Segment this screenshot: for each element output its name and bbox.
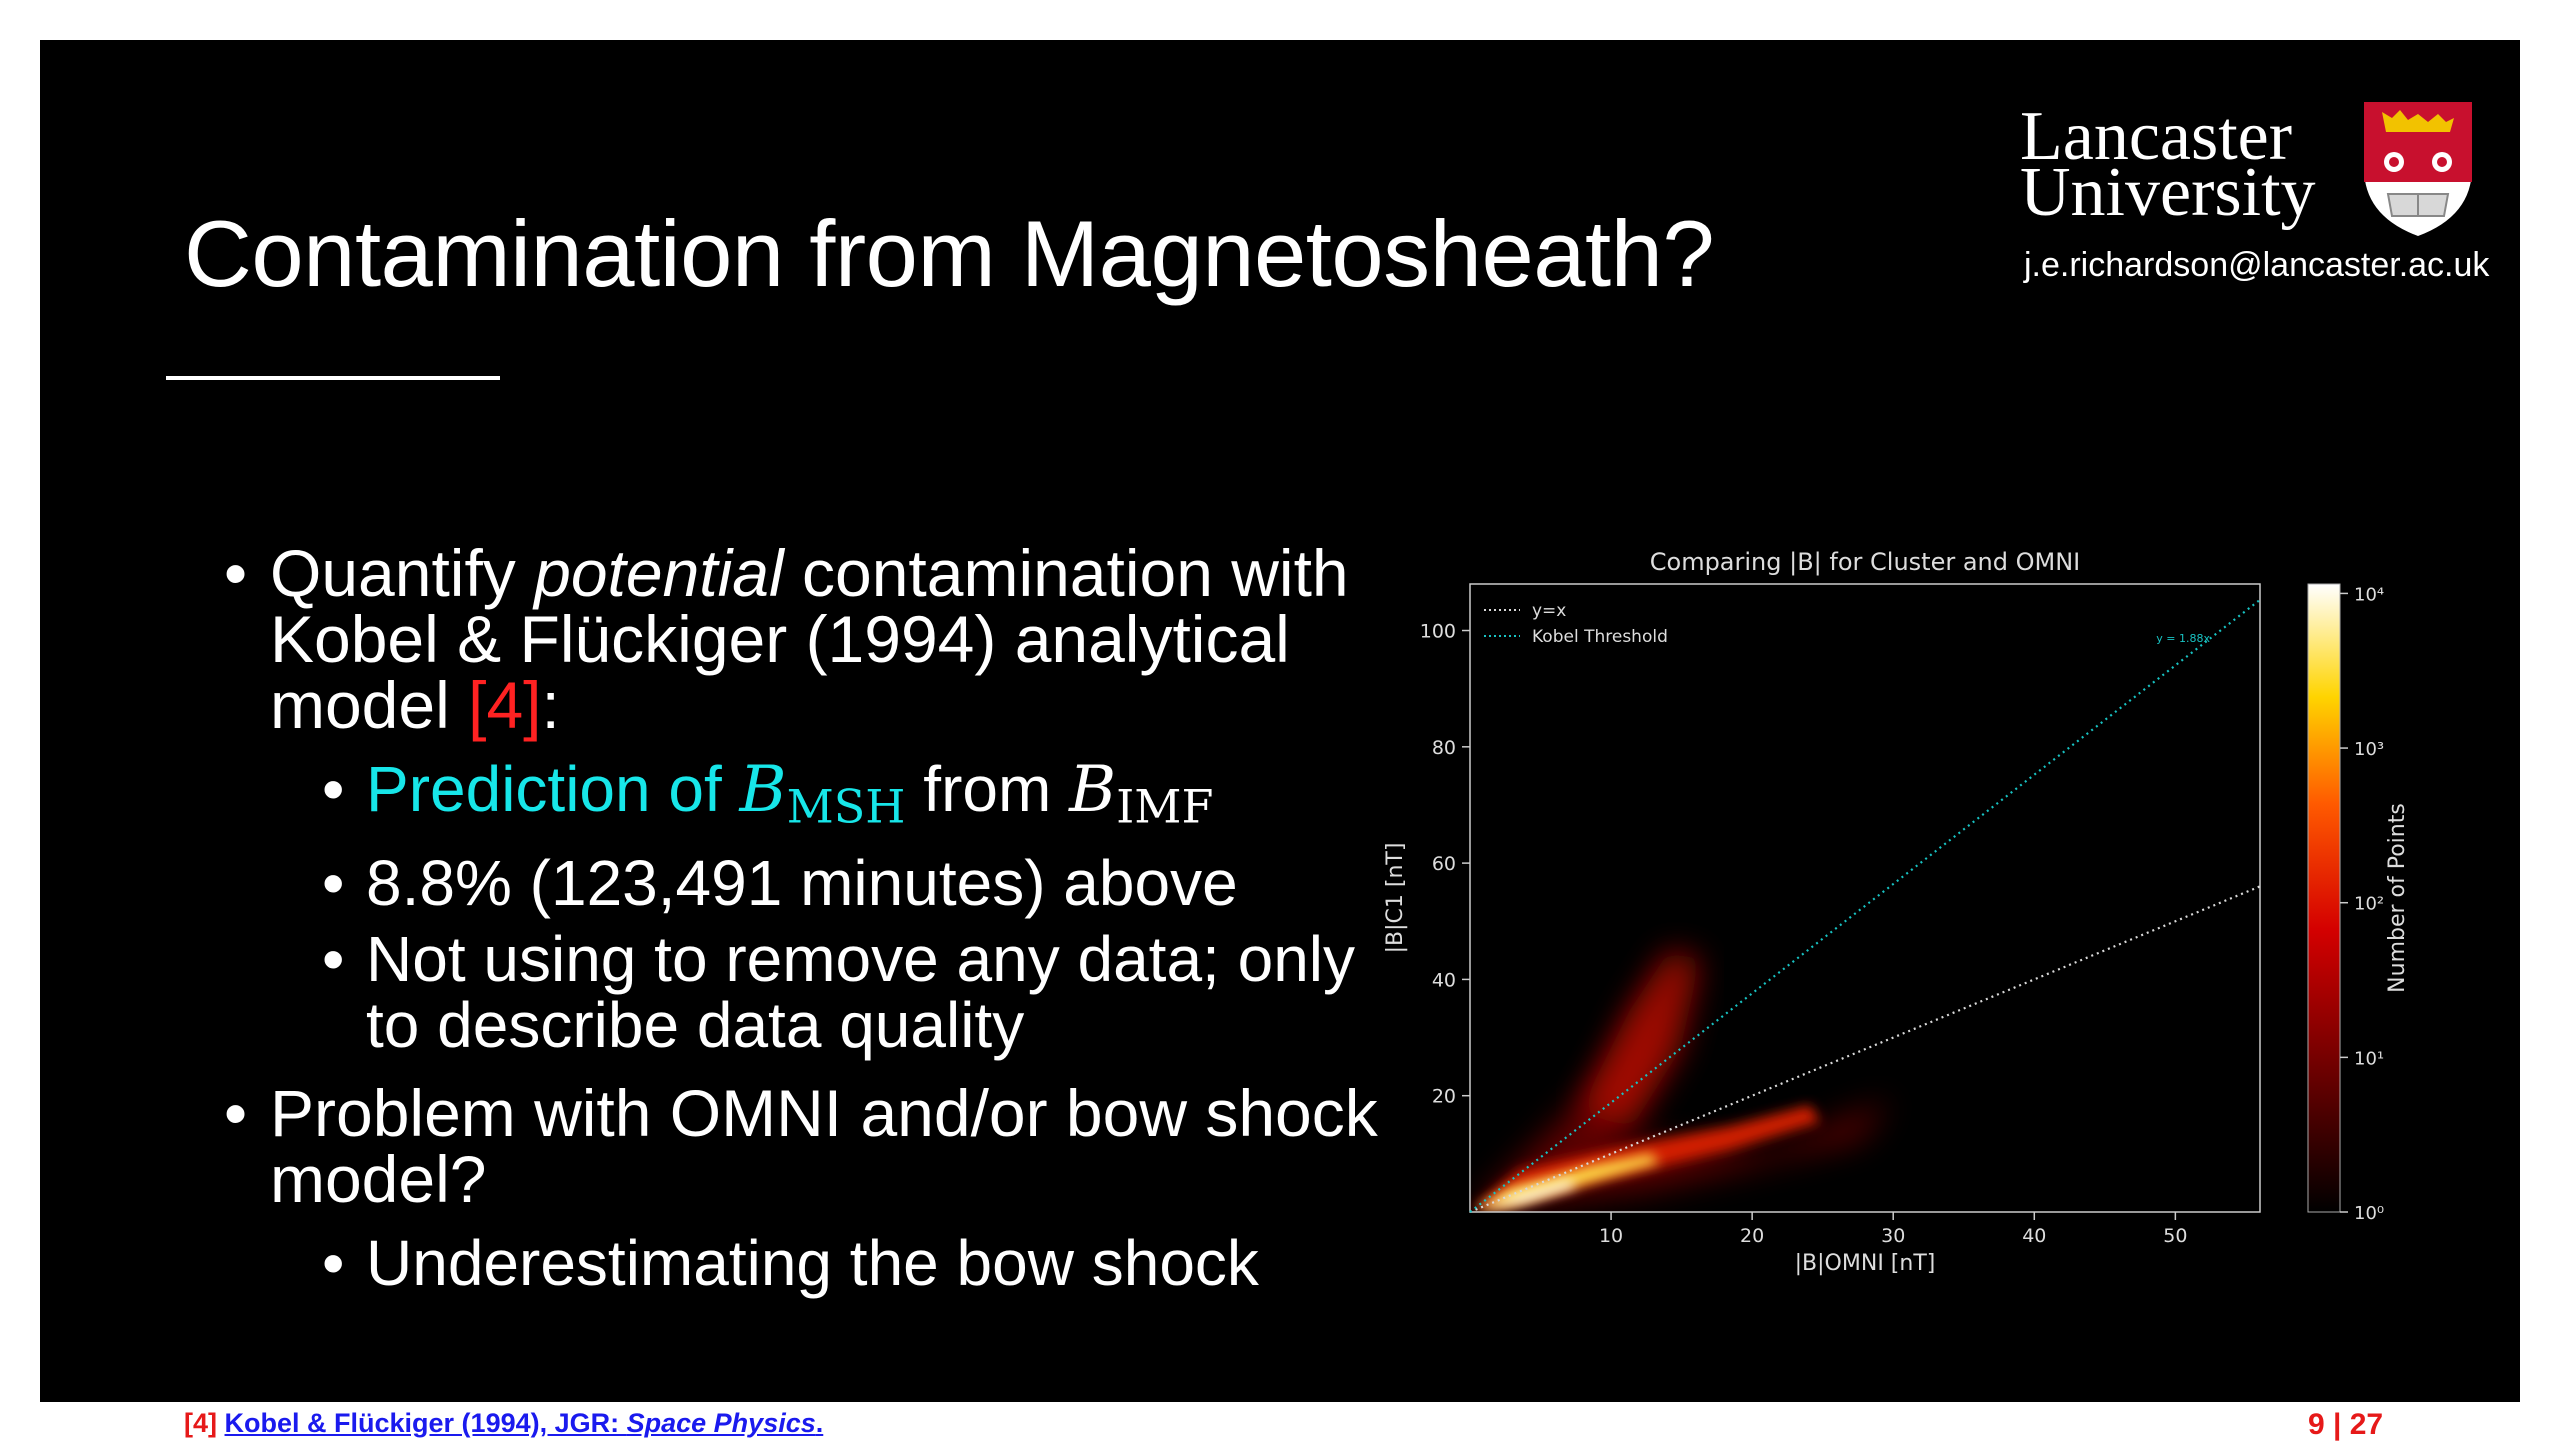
math-b-imf: BIMF bbox=[1069, 753, 1213, 834]
y-tick-label: 100 bbox=[1420, 621, 1456, 643]
series-line-1 bbox=[1469, 598, 2261, 1213]
sub-bullet-underestimating: Underestimating the bow shock bbox=[182, 1230, 1382, 1296]
chart-title: Comparing |B| for Cluster and OMNI bbox=[1650, 548, 2081, 576]
footer-ref-number: [4] bbox=[184, 1408, 217, 1438]
bullet-problem: Problem with OMNI and/or bow shock model… bbox=[182, 1080, 1382, 1212]
math-var: B bbox=[1069, 753, 1117, 827]
density-hot bbox=[1480, 1180, 1576, 1210]
math-subscript: IMF bbox=[1116, 779, 1214, 834]
colorbar bbox=[2307, 583, 2341, 1213]
colorbar-ticks: 10⁰ 10¹ 10² 10³ 10⁴ bbox=[2340, 584, 2384, 1224]
footer-reference: [4] Kobel & Flückiger (1994), JGR: Space… bbox=[184, 1408, 823, 1439]
heatmap-chart: Comparing |B| for Cluster and OMNI 10 20 3… bbox=[1383, 548, 2410, 1276]
bullet-emphasis: potential bbox=[534, 536, 784, 610]
colorbar-tick-label: 10² bbox=[2354, 894, 2384, 915]
title-underline bbox=[166, 376, 500, 380]
x-tick-label: 10 bbox=[1599, 1225, 1623, 1247]
university-logo: Lancaster University bbox=[2020, 98, 2490, 278]
bullet-text: contamination with Kobel & Flückiger (19… bbox=[270, 536, 1349, 742]
y-tick-label: 80 bbox=[1432, 737, 1456, 759]
colorbar-tick-label: 10⁰ bbox=[2354, 1203, 2384, 1224]
plot-frame bbox=[1469, 583, 2261, 1213]
math-subscript: MSH bbox=[786, 779, 906, 834]
ref-link-end: . bbox=[815, 1408, 824, 1438]
density-cloud bbox=[1470, 950, 1890, 1212]
x-tick-label: 30 bbox=[1881, 1225, 1905, 1247]
bullet-quantify: Quantify potential contamination with Ko… bbox=[182, 540, 1382, 738]
colorbar-tick-label: 10³ bbox=[2354, 739, 2384, 760]
y-axis-ticks: 20 40 60 80 100 bbox=[1420, 621, 1470, 1108]
series-line-0 bbox=[1469, 885, 2261, 1214]
chart-legend: y=x Kobel Threshold bbox=[1484, 601, 1668, 647]
sub-bullet-not-using: Not using to remove any data; only to de… bbox=[182, 926, 1382, 1058]
y-tick-label: 60 bbox=[1432, 853, 1456, 875]
x-axis-label: |B|OMNI [nT] bbox=[1795, 1251, 1936, 1276]
reference-lines bbox=[1469, 598, 2261, 1214]
sub-bullet-percentage: 8.8% (123,491 minutes) above bbox=[182, 850, 1382, 916]
x-tick-label: 50 bbox=[2163, 1225, 2187, 1247]
colorbar-label: Number of Points bbox=[2385, 803, 2410, 993]
bullet-text: Prediction of bbox=[366, 753, 740, 825]
bullet-list: Quantify potential contamination with Ko… bbox=[182, 540, 1382, 1302]
reference-link[interactable]: Kobel & Flückiger (1994), JGR: Space Phy… bbox=[225, 1408, 816, 1438]
page-number: 9 | 27 bbox=[2308, 1408, 2384, 1441]
y-tick-label: 40 bbox=[1432, 969, 1456, 991]
math-var: B bbox=[739, 753, 787, 827]
threshold-annotation: y = 1.88x bbox=[2156, 632, 2210, 645]
prediction-highlight: Prediction of BMSH bbox=[366, 753, 906, 834]
ref-link-journal: Space Physics bbox=[626, 1408, 816, 1438]
slide-title: Contamination from Magnetosheath? bbox=[184, 201, 1715, 306]
reference-marker[interactable]: [4] bbox=[468, 668, 542, 742]
crest-icon bbox=[2364, 102, 2472, 236]
colorbar-tick-label: 10⁴ bbox=[2354, 584, 2384, 605]
math-b-msh: BMSH bbox=[739, 753, 906, 834]
y-tick-label: 20 bbox=[1432, 1086, 1456, 1108]
bullet-text: : bbox=[541, 668, 560, 742]
colorbar-tick-label: 10¹ bbox=[2354, 1048, 2384, 1069]
ref-link-text: Kobel & Flückiger (1994), JGR: bbox=[224, 1408, 627, 1438]
density-halo bbox=[1470, 950, 1890, 1212]
bullet-text: from bbox=[905, 753, 1070, 825]
footer: [4] Kobel & Flückiger (1994), JGR: Space… bbox=[0, 1402, 2560, 1441]
legend-label-kobel: Kobel Threshold bbox=[1532, 627, 1668, 647]
slide: Contamination from Magnetosheath? Lancas… bbox=[40, 40, 2520, 1402]
logo-text-line2: University bbox=[2020, 154, 2316, 231]
x-tick-label: 20 bbox=[1740, 1225, 1764, 1247]
logo-text-line1: Lancaster bbox=[2020, 98, 2293, 175]
legend-label-yx: y=x bbox=[1532, 601, 1566, 621]
y-axis-label: |B|C1 [nT] bbox=[1383, 843, 1408, 954]
density-scatter-upper bbox=[1580, 950, 1700, 1130]
x-axis-ticks: 10 20 30 40 50 bbox=[1599, 1212, 2187, 1247]
sub-bullet-prediction: Prediction of BMSH from BIMF bbox=[182, 756, 1382, 840]
bullet-text: Quantify bbox=[270, 536, 535, 610]
x-tick-label: 40 bbox=[2022, 1225, 2046, 1247]
contact-email: j.e.richardson@lancaster.ac.uk bbox=[2024, 246, 2490, 284]
